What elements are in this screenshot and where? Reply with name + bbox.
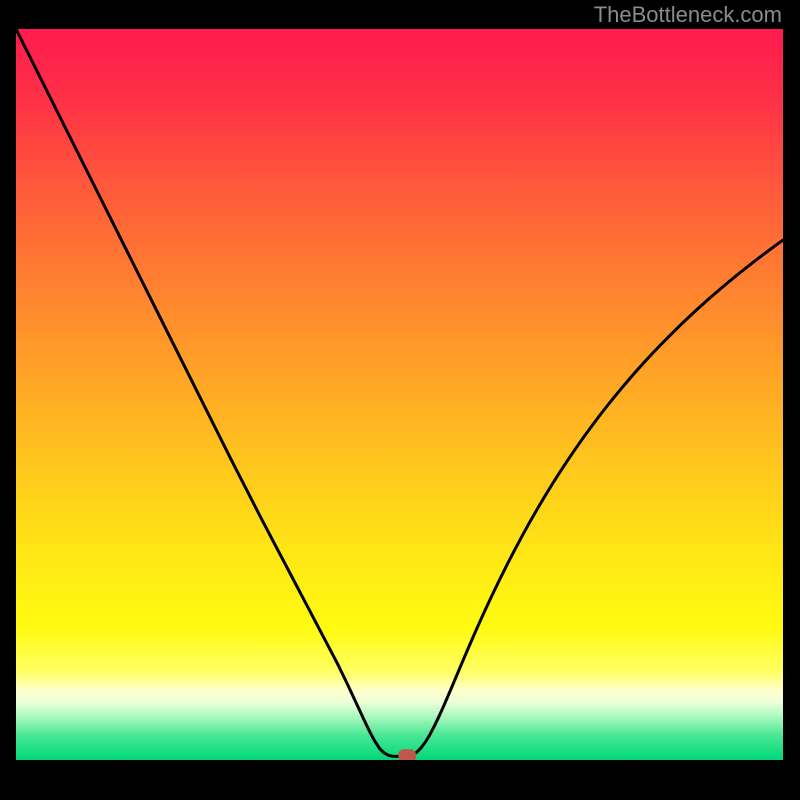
plot-svg [16,29,783,760]
chart-frame: TheBottleneck.com [0,0,800,800]
gradient-background [16,29,783,760]
watermark-text: TheBottleneck.com [594,2,782,28]
plot-area [16,29,783,760]
minimum-marker [399,750,416,760]
